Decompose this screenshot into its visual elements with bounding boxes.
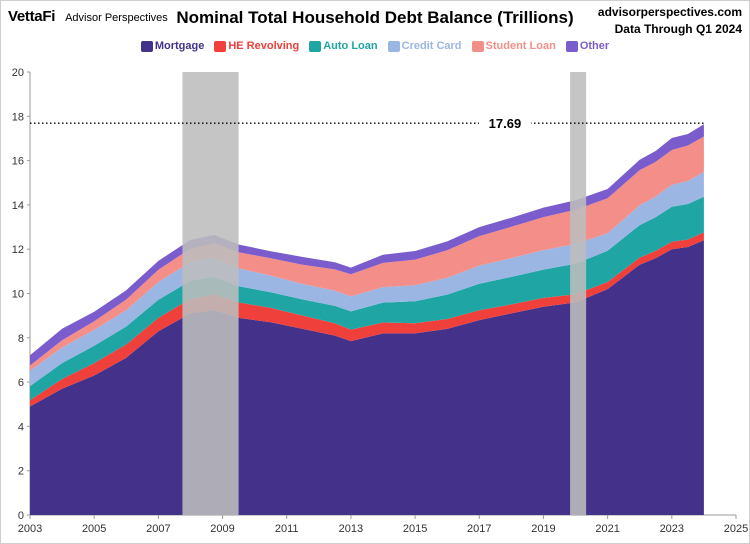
legend-item-student-loan: Student Loan	[471, 40, 556, 52]
legend-swatch	[214, 40, 227, 52]
y-tick-label: 6	[18, 377, 24, 389]
y-tick-label: 20	[12, 67, 24, 79]
legend-label: HE Revolving	[228, 40, 300, 52]
y-tick-label: 12	[12, 244, 24, 256]
legend-label: Credit Card	[401, 40, 462, 52]
legend-item-mortgage: Mortgage	[140, 40, 205, 52]
x-tick-label: 2025	[724, 523, 748, 535]
y-tick-label: 18	[12, 111, 24, 123]
chart-legend: Mortgage HE Revolving Auto Loan Credit C…	[0, 40, 750, 52]
legend-item-other: Other	[565, 40, 610, 52]
vettafi-logo: VettaFi	[8, 8, 56, 25]
reference-value-label: 17.69	[489, 116, 522, 131]
y-tick-label: 16	[12, 156, 24, 168]
legend-swatch	[140, 40, 153, 52]
legend-item-credit-card: Credit Card	[387, 40, 462, 52]
x-tick-label: 2017	[467, 523, 491, 535]
x-tick-label: 2011	[275, 523, 299, 535]
area-credit-card	[30, 171, 704, 387]
x-tick-label: 2019	[531, 523, 555, 535]
x-tick-label: 2013	[339, 523, 363, 535]
reference-label-bg	[478, 115, 531, 132]
area-auto-loan	[30, 196, 704, 401]
x-tick-label: 2005	[82, 523, 106, 535]
recession-band	[570, 72, 587, 515]
legend-label: Mortgage	[154, 40, 205, 52]
y-tick-label: 8	[18, 333, 24, 345]
source-info: advisorperspectives.com Data Through Q1 …	[598, 4, 742, 38]
legend-swatch	[309, 40, 322, 52]
x-tick-label: 2003	[18, 523, 42, 535]
legend-label: Other	[579, 40, 610, 52]
legend-label: Auto Loan	[323, 40, 378, 52]
brand-subtitle: Advisor Perspectives	[65, 12, 168, 24]
legend-swatch	[471, 40, 484, 52]
y-tick-label: 0	[18, 510, 24, 522]
y-tick-label: 4	[18, 421, 24, 433]
chart-title: Nominal Total Household Debt Balance (Tr…	[176, 8, 574, 27]
x-tick-label: 2023	[660, 523, 684, 535]
x-tick-label: 2007	[146, 523, 170, 535]
y-tick-label: 2	[18, 466, 24, 478]
site-url: advisorperspectives.com	[597, 5, 742, 19]
y-tick-label: 10	[12, 289, 24, 301]
legend-item-he-revolving: HE Revolving	[214, 40, 299, 52]
x-tick-label: 2015	[403, 523, 427, 535]
legend-swatch	[387, 40, 400, 52]
legend-label: Student Loan	[485, 40, 556, 52]
brand-header: VettaFi Advisor Perspectives	[8, 8, 168, 25]
y-tick-label: 14	[12, 200, 24, 212]
x-tick-label: 2009	[210, 523, 234, 535]
x-tick-label: 2021	[595, 523, 619, 535]
legend-item-auto-loan: Auto Loan	[309, 40, 378, 52]
data-through-note: Data Through Q1 2024	[614, 22, 742, 36]
area-he-revolving	[30, 232, 704, 407]
recession-band	[182, 72, 239, 515]
legend-swatch	[565, 40, 578, 52]
